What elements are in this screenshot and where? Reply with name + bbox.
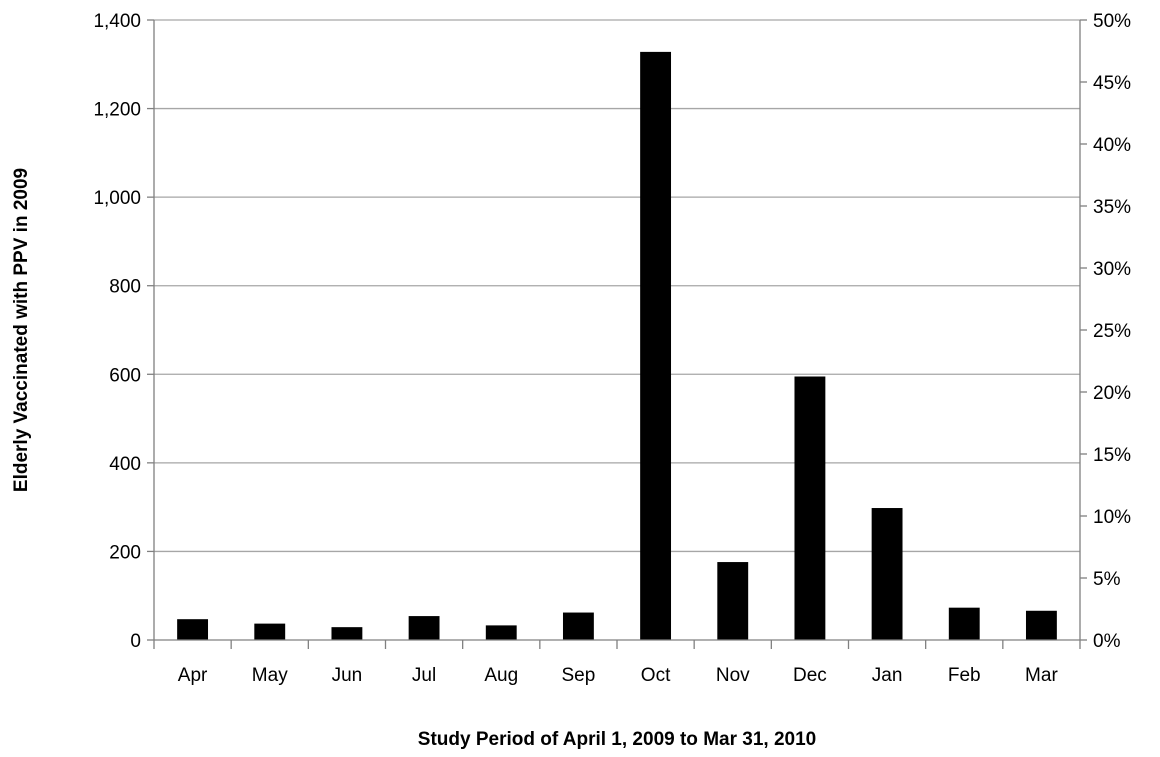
bar-aug xyxy=(485,625,517,640)
x-tick-label: Feb xyxy=(948,665,981,686)
bar-apr xyxy=(177,619,209,640)
y-tick-label: 800 xyxy=(109,277,141,298)
bar-may xyxy=(254,623,286,640)
y-tick-label: 200 xyxy=(109,542,141,563)
y-tick-label: 0 xyxy=(130,631,141,652)
y-tick-label: 1,400 xyxy=(93,11,141,32)
y2-tick-label: 45% xyxy=(1093,73,1131,94)
axes xyxy=(147,19,1087,649)
bar-dec xyxy=(794,376,826,640)
bar-jul xyxy=(408,616,440,640)
bars xyxy=(177,51,1057,640)
bar-jan xyxy=(871,508,903,640)
y-axis-title: Elderly Vaccinated with PPV in 2009 xyxy=(11,168,32,492)
x-tick-label: Aug xyxy=(484,665,518,686)
x-tick-label: Oct xyxy=(641,665,671,686)
x-tick-label: Jun xyxy=(332,665,363,686)
y2-tick-label: 20% xyxy=(1093,383,1131,404)
y-tick-label: 1,000 xyxy=(93,188,141,209)
y2-tick-label: 40% xyxy=(1093,135,1131,156)
y-tick-label: 1,200 xyxy=(93,100,141,121)
y2-tick-label: 10% xyxy=(1093,507,1131,528)
x-tick-label: Jul xyxy=(412,665,436,686)
x-tick-label: Mar xyxy=(1025,665,1058,686)
y2-tick-label: 35% xyxy=(1093,197,1131,218)
bar-oct xyxy=(640,51,672,640)
y-tick-labels: 0 200 400 600 800 1,000 1,200 1,400 xyxy=(93,11,141,652)
bar-mar xyxy=(1025,610,1057,640)
y2-tick-label: 30% xyxy=(1093,259,1131,280)
x-tick-label: Apr xyxy=(178,665,208,686)
x-tick-label: Jan xyxy=(872,665,903,686)
gridlines xyxy=(154,19,1080,553)
x-axis-title: Study Period of April 1, 2009 to Mar 31,… xyxy=(418,729,816,750)
y2-tick-label: 15% xyxy=(1093,445,1131,466)
y2-tick-label: 5% xyxy=(1093,569,1121,590)
x-tick-labels: Apr May Jun Jul Aug Sep Oct Nov Dec Jan Feb Mar xyxy=(178,665,1059,686)
y2-tick-label: 25% xyxy=(1093,321,1131,342)
y2-tick-label: 0% xyxy=(1093,631,1121,652)
bar-jun xyxy=(331,627,363,640)
y-tick-label: 400 xyxy=(109,454,141,475)
x-tick-label: Dec xyxy=(793,665,827,686)
bar-feb xyxy=(948,607,980,640)
y-tick-label: 600 xyxy=(109,365,141,386)
y2-tick-label: 50% xyxy=(1093,11,1131,32)
bar-nov xyxy=(717,562,749,640)
bar-sep xyxy=(562,612,594,640)
y2-tick-labels: 0% 5% 10% 15% 20% 25% 30% 35% 40% 45% 50% xyxy=(1093,11,1131,652)
x-tick-label: Nov xyxy=(716,665,750,686)
x-tick-label: Sep xyxy=(562,665,596,686)
x-tick-label: May xyxy=(252,665,288,686)
